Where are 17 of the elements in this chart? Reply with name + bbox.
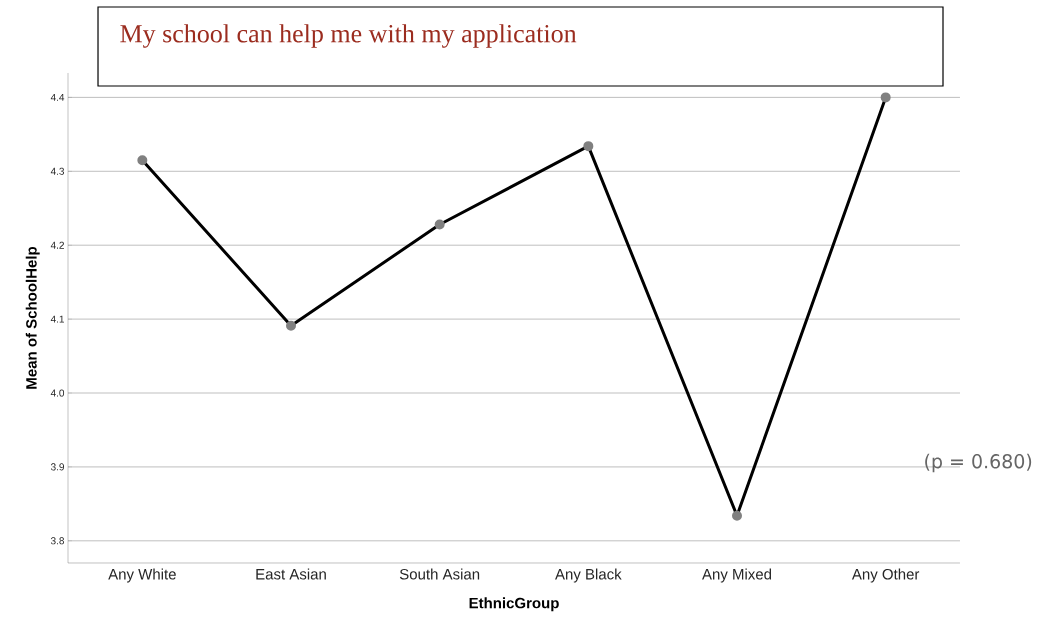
y-tick-label: 4.0 (50, 389, 65, 397)
x-axis-title: EthnicGroup (469, 597, 559, 612)
x-tick-label: Any Mixed (702, 568, 772, 583)
x-tick-label: Any White (108, 568, 176, 583)
chart-title: My school can help me with my application (120, 24, 577, 48)
y-tick-label: 4.1 (50, 315, 64, 323)
y-tick-label: 3.9 (50, 463, 65, 471)
x-tick-label: Any Other (851, 568, 920, 583)
y-tick-label: 3.8 (50, 537, 65, 545)
y-tick-label: 4.4 (50, 93, 65, 101)
y-axis-title: Mean of SchoolHelp (25, 246, 40, 389)
y-tick-label: 4.2 (50, 241, 64, 249)
x-tick-label: Any Black (555, 568, 622, 583)
y-tick-label: 4.3 (50, 167, 65, 175)
annotation: (p = 0.680) (925, 453, 1032, 473)
x-tick-label: South Asian (399, 568, 480, 580)
x-tick-label: East Asian (256, 568, 326, 580)
